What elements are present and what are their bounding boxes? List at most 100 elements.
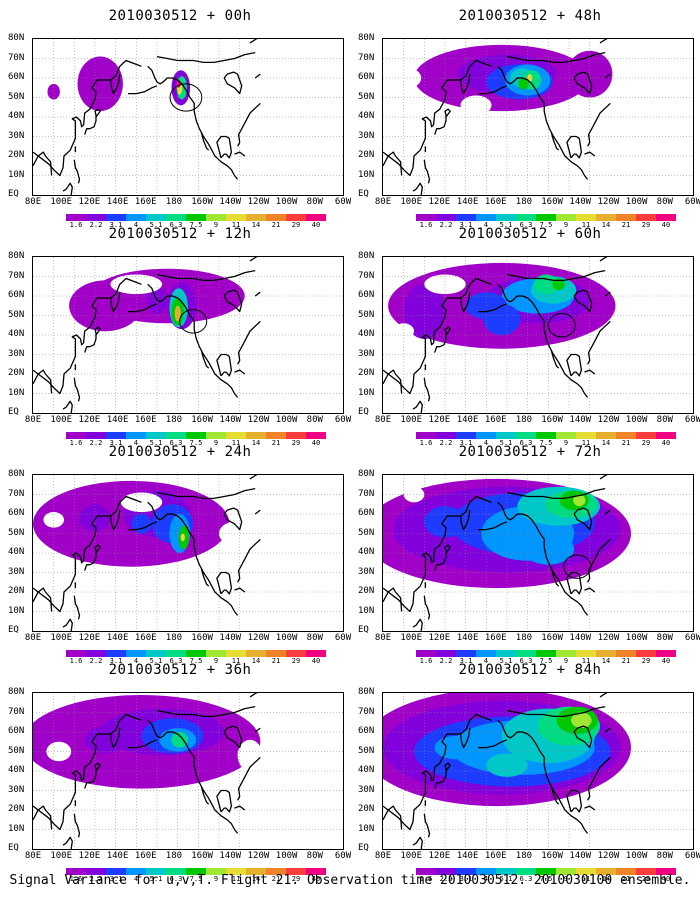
- colorbar-swatch: [556, 650, 576, 657]
- colorbar-level-label: 6.3: [519, 875, 533, 883]
- colorbar-swatch: [306, 214, 326, 221]
- latitude-tick-label: 20N: [358, 368, 375, 378]
- latitude-tick-label: 70N: [358, 488, 375, 499]
- map-panel: 2010030512 + 72h 80N 70N 60N 50N 40N 30N 20N 10N…: [358, 444, 700, 665]
- latitude-tick-label: 30N: [358, 784, 375, 795]
- colorbar-swatch: [636, 432, 656, 439]
- longitude-tick-label: 140E: [106, 633, 129, 643]
- map-svg: [383, 475, 693, 631]
- coastlines: [33, 475, 261, 631]
- variance-contour: [571, 712, 592, 729]
- longitude-tick-label: 140W: [219, 415, 242, 425]
- longitude-tick-label: 80E: [24, 633, 42, 643]
- longitude-tick-label: 80W: [656, 851, 673, 861]
- unshaded-area: [393, 323, 414, 339]
- shading-layer: [69, 268, 245, 332]
- colorbar-swatch: [266, 650, 286, 657]
- colorbar-level-label: 40: [311, 439, 321, 447]
- gridlines: [383, 39, 693, 195]
- colorbar-swatch: [616, 868, 636, 875]
- colorbar-level-label: 3.1: [459, 875, 473, 883]
- colorbar-swatch: [476, 650, 496, 657]
- longitude-tick-label: 100W: [275, 415, 298, 425]
- colorbar-swatch: [536, 432, 556, 439]
- colorbar-labels: 1.6 2.2 3.1 4 5.1 6.3 7.5 9 11 14 21 29 40: [66, 657, 326, 667]
- longitude-tick-label: 180: [515, 415, 533, 425]
- map-plot: [32, 256, 344, 414]
- colorbar-swatch: [166, 868, 186, 875]
- colorbar-swatch: [576, 214, 596, 221]
- colorbar-swatch: [166, 432, 186, 439]
- panel-title: 2010030512 + 00h: [108, 8, 252, 24]
- longitude-tick-label: 120W: [597, 633, 620, 643]
- map-plot: [32, 38, 344, 196]
- colorbar-swatch: [616, 650, 636, 657]
- colorbar-swatch: [636, 214, 656, 221]
- latitude-tick-label: 10N: [358, 169, 375, 180]
- unshaded-area: [396, 68, 422, 88]
- longitude-tick-label: 120E: [428, 197, 451, 207]
- colorbar-swatch: [126, 650, 146, 657]
- map-plot: [32, 474, 344, 632]
- variance-contour: [483, 303, 521, 335]
- colorbar-swatch: [496, 432, 516, 439]
- longitude-tick-label: 120W: [247, 633, 270, 643]
- colorbar-swatch: [206, 650, 226, 657]
- map-panel: 2010030512 + 24h 80N 70N 60N 50N 40N 30N 20N 10N…: [8, 444, 351, 665]
- colorbar-level-label: 3.1: [109, 875, 123, 883]
- longitude-tick-label: 160W: [191, 851, 213, 861]
- colorbar-level-label: 29: [641, 221, 651, 229]
- longitude-tick-label: 120E: [78, 851, 101, 861]
- colorbar-swatch: [596, 868, 616, 875]
- latitude-tick-label: EQ: [358, 625, 369, 635]
- latitude-tick-label: EQ: [358, 843, 369, 853]
- longitude-tick-label: 120E: [428, 633, 451, 643]
- colorbar-level-label: 2.2: [89, 657, 103, 665]
- colorbar-swatch: [636, 650, 656, 657]
- colorbar-level-label: 11: [581, 657, 591, 665]
- colorbar-level-label: 6.3: [169, 875, 183, 883]
- colorbar-swatch: [306, 868, 326, 875]
- latitude-tick-label: 20N: [8, 586, 25, 596]
- colorbar-swatch: [456, 868, 476, 875]
- colorbar-level-label: 29: [291, 657, 301, 665]
- longitude-tick-label: 180: [165, 197, 183, 207]
- latitude-tick-label: 20N: [8, 150, 25, 160]
- longitude-tick-label: 80W: [656, 197, 673, 207]
- longitude-tick-label: 120W: [247, 415, 270, 425]
- colorbar-swatch: [266, 432, 286, 439]
- colorbar-swatch: [656, 868, 676, 875]
- colorbar-swatch: [226, 868, 246, 875]
- longitude-tick-label: 100E: [50, 633, 73, 643]
- colorbar-level-label: 4: [133, 221, 139, 229]
- colorbar-swatch: [166, 214, 186, 221]
- colorbar-level-label: 4: [483, 875, 489, 883]
- colorbar-labels: 1.6 2.2 3.1 4 5.1 6.3 7.5 9 11 14 21 29 40: [66, 439, 326, 449]
- colorbar-level-label: 3.1: [109, 657, 123, 665]
- longitude-tick-label: 120W: [597, 415, 620, 425]
- longitude-tick-label: 100W: [625, 415, 648, 425]
- latitude-tick-label: 60N: [8, 72, 25, 82]
- longitude-tick-label: 80W: [306, 633, 323, 643]
- longitude-tick-label: 160E: [484, 415, 507, 425]
- latitude-tick-label: 10N: [8, 823, 25, 834]
- colorbar-level-label: 9: [563, 875, 569, 883]
- colorbar-swatch: [146, 214, 166, 221]
- colorbar-swatch: [86, 214, 106, 221]
- gridlines: [383, 475, 693, 631]
- map-svg: [383, 39, 693, 195]
- coastlines: [33, 39, 261, 195]
- colorbar-level-label: 2.2: [439, 875, 453, 883]
- colorbar-swatch: [556, 214, 576, 221]
- colorbar-swatch: [456, 432, 476, 439]
- longitude-tick-label: 120W: [597, 197, 620, 207]
- longitude-tick-label: 140W: [569, 633, 592, 643]
- colorbar-level-label: 21: [271, 875, 281, 883]
- latitude-tick-label: 20N: [8, 368, 25, 378]
- colorbar-level-label: 7.5: [539, 221, 553, 229]
- longitude-tick-label: 140W: [569, 851, 592, 861]
- variance-contour: [47, 83, 60, 100]
- colorbar-swatch: [266, 214, 286, 221]
- variance-contour: [552, 278, 565, 291]
- colorbar-swatch: [246, 432, 266, 439]
